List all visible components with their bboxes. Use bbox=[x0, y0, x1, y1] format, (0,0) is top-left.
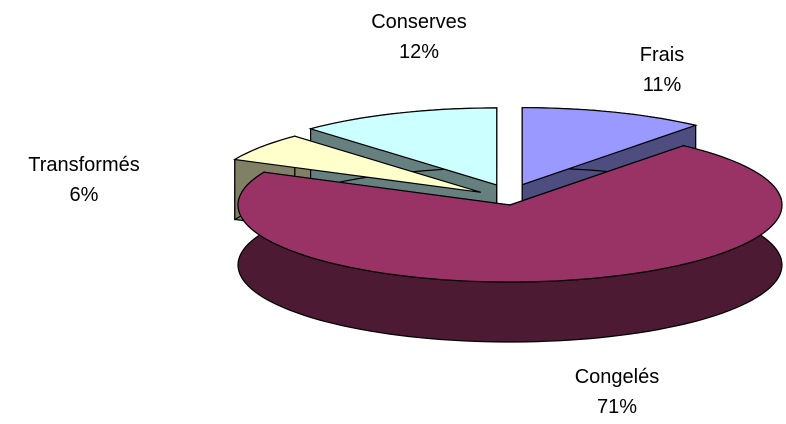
slice-name: Frais bbox=[639, 44, 685, 66]
slice-name: Transformés bbox=[28, 154, 140, 176]
slice-label-congeles: Congelés 71% bbox=[575, 362, 660, 422]
slice-name: Congelés bbox=[574, 366, 660, 388]
slice-transformes bbox=[232, 135, 482, 193]
slice-percent: 6% bbox=[69, 184, 99, 206]
slice-congeles bbox=[237, 145, 783, 283]
slice-label-transformes: Transformés 6% bbox=[28, 150, 140, 210]
slice-percent: 12% bbox=[398, 41, 440, 63]
slice-name: Conserves bbox=[371, 11, 467, 33]
slice-conserves bbox=[308, 107, 498, 186]
slice-frais bbox=[521, 107, 698, 186]
slice-label-conserves: Conserves 12% bbox=[371, 7, 467, 67]
slice-label-frais: Frais 11% bbox=[640, 40, 684, 100]
slice-percent: 71% bbox=[596, 396, 638, 418]
slice-percent: 11% bbox=[642, 74, 682, 96]
